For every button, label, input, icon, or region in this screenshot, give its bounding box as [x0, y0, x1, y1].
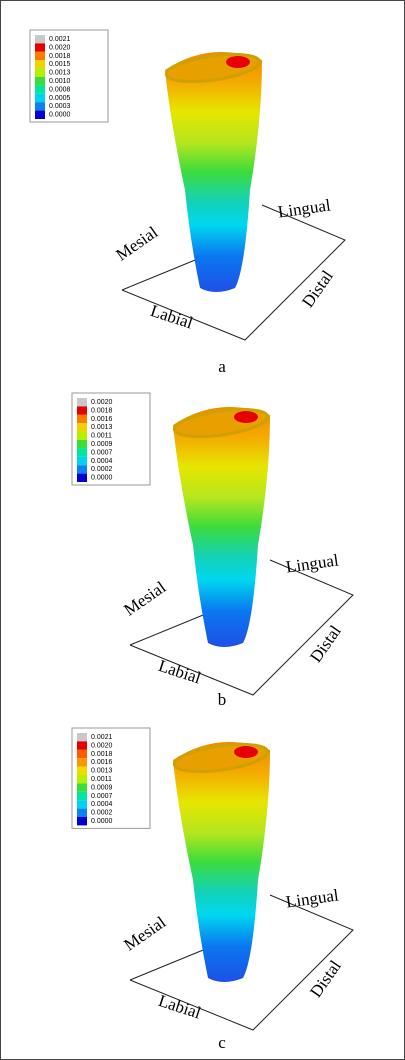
legend-label: 0.0016: [91, 416, 113, 423]
legend-swatch: [77, 750, 87, 758]
legend-label: 0.0010: [49, 78, 71, 85]
legend-swatch: [35, 94, 45, 102]
legend-swatch: [35, 52, 45, 60]
legend-swatch: [77, 406, 87, 414]
figure: 0.00210.00200.00180.00150.00130.00100.00…: [0, 0, 405, 1060]
legend-label: 0.0015: [49, 61, 71, 68]
legend-swatch: [35, 35, 45, 43]
legend-swatch: [77, 432, 87, 440]
legend-label: 0.0009: [91, 441, 113, 448]
legend-label: 0.0011: [91, 433, 112, 440]
legend-swatch: [77, 440, 87, 448]
legend-swatch: [35, 102, 45, 110]
legend-label: 0.0018: [91, 751, 113, 758]
legend-label: 0.0021: [49, 36, 71, 43]
legend-swatch: [35, 111, 45, 119]
legend-label: 0.0011: [91, 776, 112, 783]
legend-label: 0.0018: [91, 407, 113, 414]
legend-swatch: [77, 415, 87, 423]
caption: c: [218, 1033, 226, 1052]
legend-label: 0.0005: [49, 95, 71, 102]
legend-label: 0.0018: [49, 53, 71, 60]
legend-swatch: [77, 465, 87, 473]
caption: a: [218, 357, 226, 376]
legend-label: 0.0020: [91, 399, 113, 406]
legend-swatch: [77, 398, 87, 406]
legend-swatch: [77, 783, 87, 791]
legend-label: 0.0020: [91, 742, 113, 749]
legend-label: 0.0013: [91, 768, 113, 775]
legend-swatch: [35, 43, 45, 51]
legend-swatch: [35, 85, 45, 93]
legend-label: 0.0000: [91, 475, 113, 482]
legend-label: 0.0003: [49, 103, 71, 110]
legend-swatch: [77, 775, 87, 783]
legend-swatch: [35, 69, 45, 77]
legend-swatch: [35, 77, 45, 85]
legend-label: 0.0021: [91, 734, 113, 741]
legend-label: 0.0002: [91, 466, 113, 473]
legend-swatch: [77, 767, 87, 775]
legend-swatch: [77, 457, 87, 465]
legend-swatch: [77, 733, 87, 741]
tooth-tip: [226, 56, 250, 68]
legend-label: 0.0016: [91, 759, 113, 766]
legend-label: 0.0013: [91, 424, 113, 431]
tooth-tip: [234, 411, 258, 423]
legend-swatch: [77, 448, 87, 456]
legend-label: 0.0004: [91, 458, 113, 465]
legend-label: 0.0000: [91, 818, 113, 825]
legend-swatch: [77, 758, 87, 766]
legend-swatch: [77, 800, 87, 808]
legend-label: 0.0008: [49, 86, 71, 93]
legend-swatch: [77, 792, 87, 800]
legend-swatch: [77, 474, 87, 482]
legend-label: 0.0004: [91, 801, 113, 808]
legend-label: 0.0002: [91, 810, 113, 817]
legend-swatch: [77, 817, 87, 825]
legend-label: 0.0009: [91, 784, 113, 791]
legend-label: 0.0020: [49, 44, 71, 51]
legend-swatch: [77, 423, 87, 431]
legend-swatch: [35, 60, 45, 68]
tooth-tip: [234, 746, 258, 758]
legend-swatch: [77, 809, 87, 817]
caption: b: [218, 690, 227, 709]
legend-label: 0.0013: [49, 70, 71, 77]
legend-label: 0.0007: [91, 793, 113, 800]
legend-label: 0.0007: [91, 449, 113, 456]
legend-label: 0.0000: [49, 112, 71, 119]
legend-swatch: [77, 741, 87, 749]
